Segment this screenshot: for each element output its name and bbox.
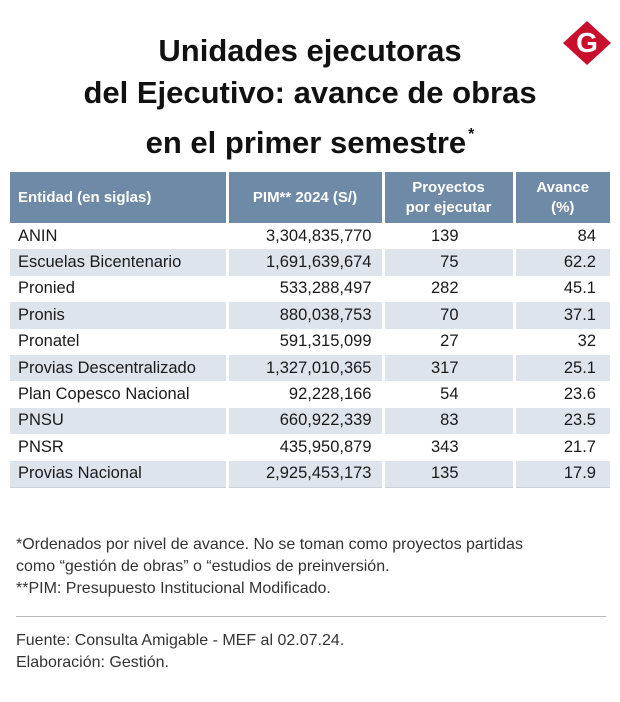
title-line-3: en el primer semestre * — [145, 125, 475, 160]
cell-entidad: Pronatel — [10, 328, 227, 355]
cell-proyectos: 27 — [381, 328, 514, 355]
cell-proyectos: 135 — [381, 460, 514, 488]
title-footnote-mark: * — [468, 126, 475, 143]
table-body: ANIN 3,304,835,770 139 84 Escuelas Bicentena… — [10, 223, 610, 488]
cell-pim: 880,038,753 — [225, 302, 383, 329]
cell-pim: 591,315,099 — [225, 328, 383, 355]
data-table: Entidad (en siglas) PIM** 2024 (S/) Proy… — [10, 172, 610, 488]
footnote-line-3: **PIM: Presupuesto Institucional Modific… — [16, 580, 331, 597]
source-line: Fuente: Consulta Amigable - MEF al 02.07… — [16, 632, 345, 649]
cell-avance: 23.5 — [512, 407, 610, 435]
table-row: Provias Nacional 2,925,453,173 135 17.9 — [10, 460, 610, 488]
cell-avance: 23.6 — [512, 381, 610, 408]
table-row: Pronis 880,038,753 70 37.1 — [10, 302, 610, 329]
table-row: PNSU 660,922,339 83 23.5 — [10, 407, 610, 435]
cell-pim: 660,922,339 — [225, 407, 383, 435]
title-line-2: del Ejecutivo: avance de obras — [83, 75, 537, 110]
chart-title: Unidades ejecutoras del Ejecutivo: avanc… — [0, 30, 620, 164]
cell-avance: 17.9 — [512, 460, 610, 488]
cell-avance: 45.1 — [512, 275, 610, 303]
table-row: ANIN 3,304,835,770 139 84 — [10, 223, 610, 250]
cell-pim: 435,950,879 — [225, 434, 383, 461]
cell-avance: 84 — [512, 223, 610, 250]
table-row: PNSR 435,950,879 343 21.7 — [10, 434, 610, 461]
cell-entidad: ANIN — [10, 223, 227, 250]
divider — [16, 616, 606, 617]
cell-proyectos: 317 — [381, 354, 514, 382]
footnotes: *Ordenados por nivel de avance. No se to… — [16, 534, 606, 600]
cell-proyectos: 83 — [381, 407, 514, 435]
cell-entidad: Pronied — [10, 275, 227, 303]
cell-pim: 2,925,453,173 — [225, 460, 383, 488]
table-row: Pronatel 591,315,099 27 32 — [10, 328, 610, 355]
logo-letter: G — [576, 27, 598, 58]
cell-pim: 1,691,639,674 — [225, 249, 383, 276]
cell-avance: 25.1 — [512, 354, 610, 382]
cell-pim: 533,288,497 — [225, 275, 383, 303]
header-avance: Avance (%) — [512, 172, 610, 223]
cell-proyectos: 70 — [381, 302, 514, 329]
title-line-1: Unidades ejecutoras — [158, 33, 462, 68]
gestion-logo-icon: G — [563, 21, 611, 65]
table-row: Escuelas Bicentenario 1,691,639,674 75 62.2 — [10, 249, 610, 276]
cell-entidad: Provias Descentralizado — [10, 354, 227, 382]
cell-pim: 1,327,010,365 — [225, 354, 383, 382]
table-header-row: Entidad (en siglas) PIM** 2024 (S/) Proy… — [10, 172, 610, 223]
footnote-line-2: como “gestión de obras” o “estudios de p… — [16, 558, 390, 575]
cell-proyectos: 282 — [381, 275, 514, 303]
header-entidad: Entidad (en siglas) — [10, 172, 227, 223]
header-pim: PIM** 2024 (S/) — [225, 172, 383, 223]
cell-proyectos: 139 — [381, 223, 514, 250]
cell-entidad: PNSR — [10, 434, 227, 461]
table-row: Pronied 533,288,497 282 45.1 — [10, 275, 610, 303]
cell-entidad: PNSU — [10, 407, 227, 435]
header-proyectos: Proyectos por ejecutar — [381, 172, 514, 223]
credit-line: Elaboración: Gestión. — [16, 654, 169, 671]
cell-entidad: Plan Copesco Nacional — [10, 381, 227, 408]
cell-proyectos: 54 — [381, 381, 514, 408]
cell-proyectos: 75 — [381, 249, 514, 276]
source-block: Fuente: Consulta Amigable - MEF al 02.07… — [16, 630, 606, 674]
cell-entidad: Escuelas Bicentenario — [10, 249, 227, 276]
table-row: Plan Copesco Nacional 92,228,166 54 23.6 — [10, 381, 610, 408]
cell-avance: 37.1 — [512, 302, 610, 329]
cell-entidad: Provias Nacional — [10, 460, 227, 488]
cell-proyectos: 343 — [381, 434, 514, 461]
cell-avance: 21.7 — [512, 434, 610, 461]
table-row: Provias Descentralizado 1,327,010,365 317 2… — [10, 354, 610, 382]
cell-entidad: Pronis — [10, 302, 227, 329]
cell-avance: 62.2 — [512, 249, 610, 276]
cell-pim: 92,228,166 — [225, 381, 383, 408]
cell-avance: 32 — [512, 328, 610, 355]
footnote-line-1: *Ordenados por nivel de avance. No se to… — [16, 536, 523, 553]
cell-pim: 3,304,835,770 — [225, 223, 383, 250]
